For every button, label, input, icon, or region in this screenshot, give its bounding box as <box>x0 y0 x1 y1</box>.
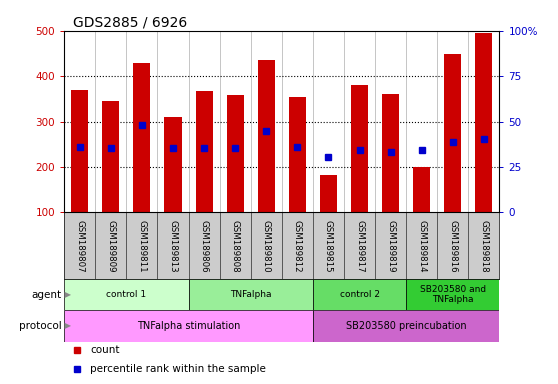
Bar <box>189 279 313 310</box>
Text: GSM189816: GSM189816 <box>448 220 457 273</box>
Bar <box>64 310 313 342</box>
Text: ▶: ▶ <box>62 321 71 331</box>
Text: TNFalpha stimulation: TNFalpha stimulation <box>137 321 240 331</box>
Bar <box>320 175 337 212</box>
Text: GSM189809: GSM189809 <box>107 220 116 273</box>
Bar <box>351 85 368 212</box>
Bar <box>195 91 213 212</box>
Text: GSM189815: GSM189815 <box>324 220 333 273</box>
Bar <box>64 279 189 310</box>
Bar <box>102 101 119 212</box>
Bar <box>475 33 492 212</box>
Text: GSM189811: GSM189811 <box>137 220 146 273</box>
Text: GSM189819: GSM189819 <box>386 220 395 273</box>
Text: percentile rank within the sample: percentile rank within the sample <box>90 364 266 374</box>
Text: GDS2885 / 6926: GDS2885 / 6926 <box>73 16 187 30</box>
Bar <box>406 279 499 310</box>
Bar <box>227 95 244 212</box>
Text: control 2: control 2 <box>339 290 379 299</box>
Bar <box>133 63 151 212</box>
Text: TNFalpha: TNFalpha <box>230 290 271 299</box>
Text: count: count <box>90 345 120 355</box>
Text: SB203580 and
TNFalpha: SB203580 and TNFalpha <box>420 285 486 304</box>
Bar <box>382 94 399 212</box>
Text: SB203580 preincubation: SB203580 preincubation <box>346 321 466 331</box>
Bar <box>413 167 430 212</box>
Text: GSM189806: GSM189806 <box>200 220 209 273</box>
Text: GSM189817: GSM189817 <box>355 220 364 273</box>
Bar <box>71 90 88 212</box>
Text: GSM189813: GSM189813 <box>169 220 177 273</box>
Bar <box>444 54 461 212</box>
Bar <box>258 60 275 212</box>
Text: protocol: protocol <box>18 321 61 331</box>
Bar <box>313 279 406 310</box>
Text: GSM189808: GSM189808 <box>230 220 239 273</box>
Text: control 1: control 1 <box>106 290 146 299</box>
Text: GSM189818: GSM189818 <box>479 220 488 273</box>
Text: GSM189814: GSM189814 <box>417 220 426 273</box>
Bar <box>165 117 181 212</box>
Text: GSM189807: GSM189807 <box>75 220 84 273</box>
Text: agent: agent <box>31 290 61 300</box>
Bar <box>313 310 499 342</box>
Bar <box>289 98 306 212</box>
Text: GSM189810: GSM189810 <box>262 220 271 273</box>
Text: GSM189812: GSM189812 <box>293 220 302 273</box>
Text: ▶: ▶ <box>62 290 71 299</box>
